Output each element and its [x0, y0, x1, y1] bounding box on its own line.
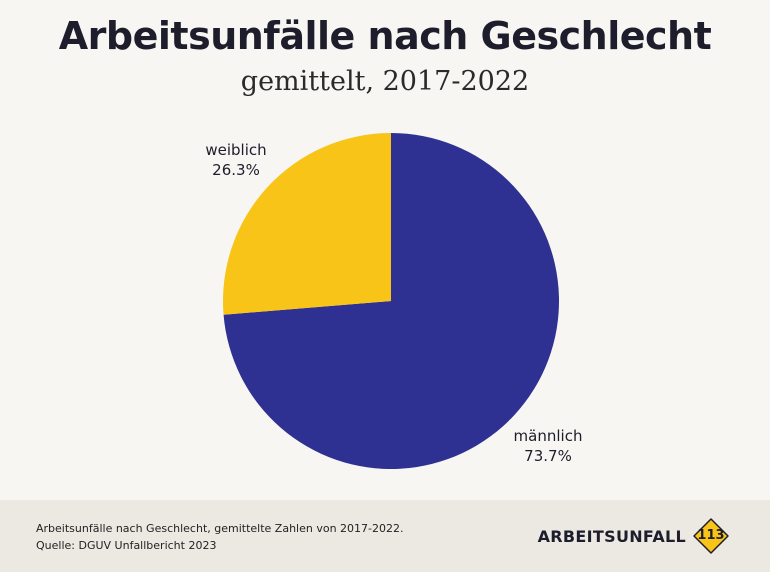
pie-slice-weiblich	[223, 133, 391, 315]
brand-logo: ARBEITSUNFALL 113	[538, 517, 730, 555]
footer-source: Quelle: DGUV Unfallbericht 2023	[36, 539, 217, 552]
pie-chart	[223, 133, 559, 470]
slice-label-weiblich-name: weiblich	[205, 141, 267, 159]
slice-label-maennlich: männlich 73.7%	[503, 426, 593, 466]
brand-badge-icon: 113	[692, 517, 730, 555]
slice-label-maennlich-name: männlich	[513, 427, 583, 445]
chart-title: Arbeitsunfälle nach Geschlecht	[58, 14, 712, 58]
slice-label-weiblich-value: 26.3%	[212, 161, 260, 179]
chart-subtitle: gemittelt, 2017-2022	[240, 66, 530, 97]
slice-label-maennlich-value: 73.7%	[524, 447, 572, 465]
footer: Arbeitsunfälle nach Geschlecht, gemittel…	[0, 500, 770, 572]
slice-label-weiblich: weiblich 26.3%	[196, 140, 276, 180]
brand-number: 113	[697, 528, 725, 543]
footer-note: Arbeitsunfälle nach Geschlecht, gemittel…	[36, 522, 404, 535]
footer-text: Arbeitsunfälle nach Geschlecht, gemittel…	[36, 520, 404, 554]
pie-slice-maennlich	[223, 133, 559, 470]
brand-name: ARBEITSUNFALL	[537, 526, 686, 546]
